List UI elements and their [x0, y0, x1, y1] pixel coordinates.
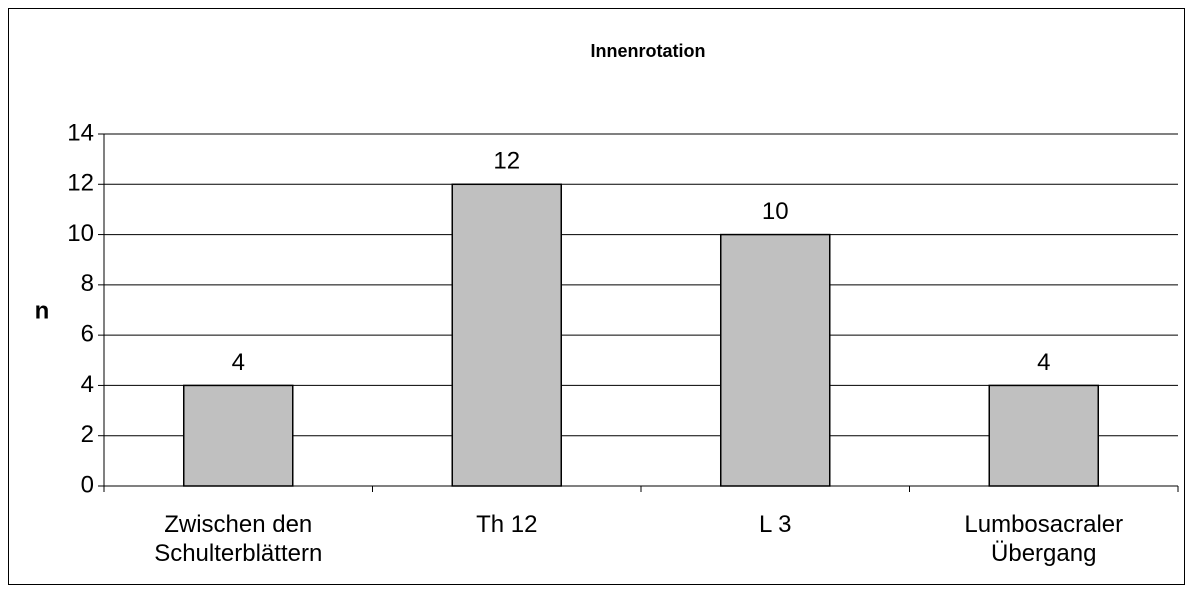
bar: [451, 183, 563, 487]
bar: [988, 384, 1100, 487]
y-tick-label: 8: [81, 270, 94, 297]
y-axis-label: n: [35, 297, 50, 324]
x-tick-label: Lumbosacraler Übergang: [964, 511, 1124, 567]
y-tick-label: 2: [81, 421, 94, 448]
y-tick-label: 14: [67, 119, 94, 146]
chart-title: Innenrotation: [591, 41, 706, 61]
data-label: 4: [1037, 349, 1050, 376]
x-tick-label: Zwischen den Schulterblättern: [154, 511, 323, 567]
bar: [182, 384, 294, 487]
y-tick-label: 10: [67, 220, 94, 247]
y-tick-label: 6: [81, 320, 94, 347]
y-tick-label: 4: [81, 371, 94, 398]
chart-border: [8, 8, 1185, 585]
y-tick-label: 0: [81, 471, 94, 498]
y-tick-label: 12: [67, 170, 94, 197]
x-tick-label: L 3: [759, 511, 792, 538]
data-label: 12: [493, 148, 520, 175]
bar: [719, 233, 831, 487]
x-tick-label: Th 12: [476, 511, 538, 538]
data-label: 10: [762, 198, 789, 225]
data-label: 4: [232, 349, 245, 376]
